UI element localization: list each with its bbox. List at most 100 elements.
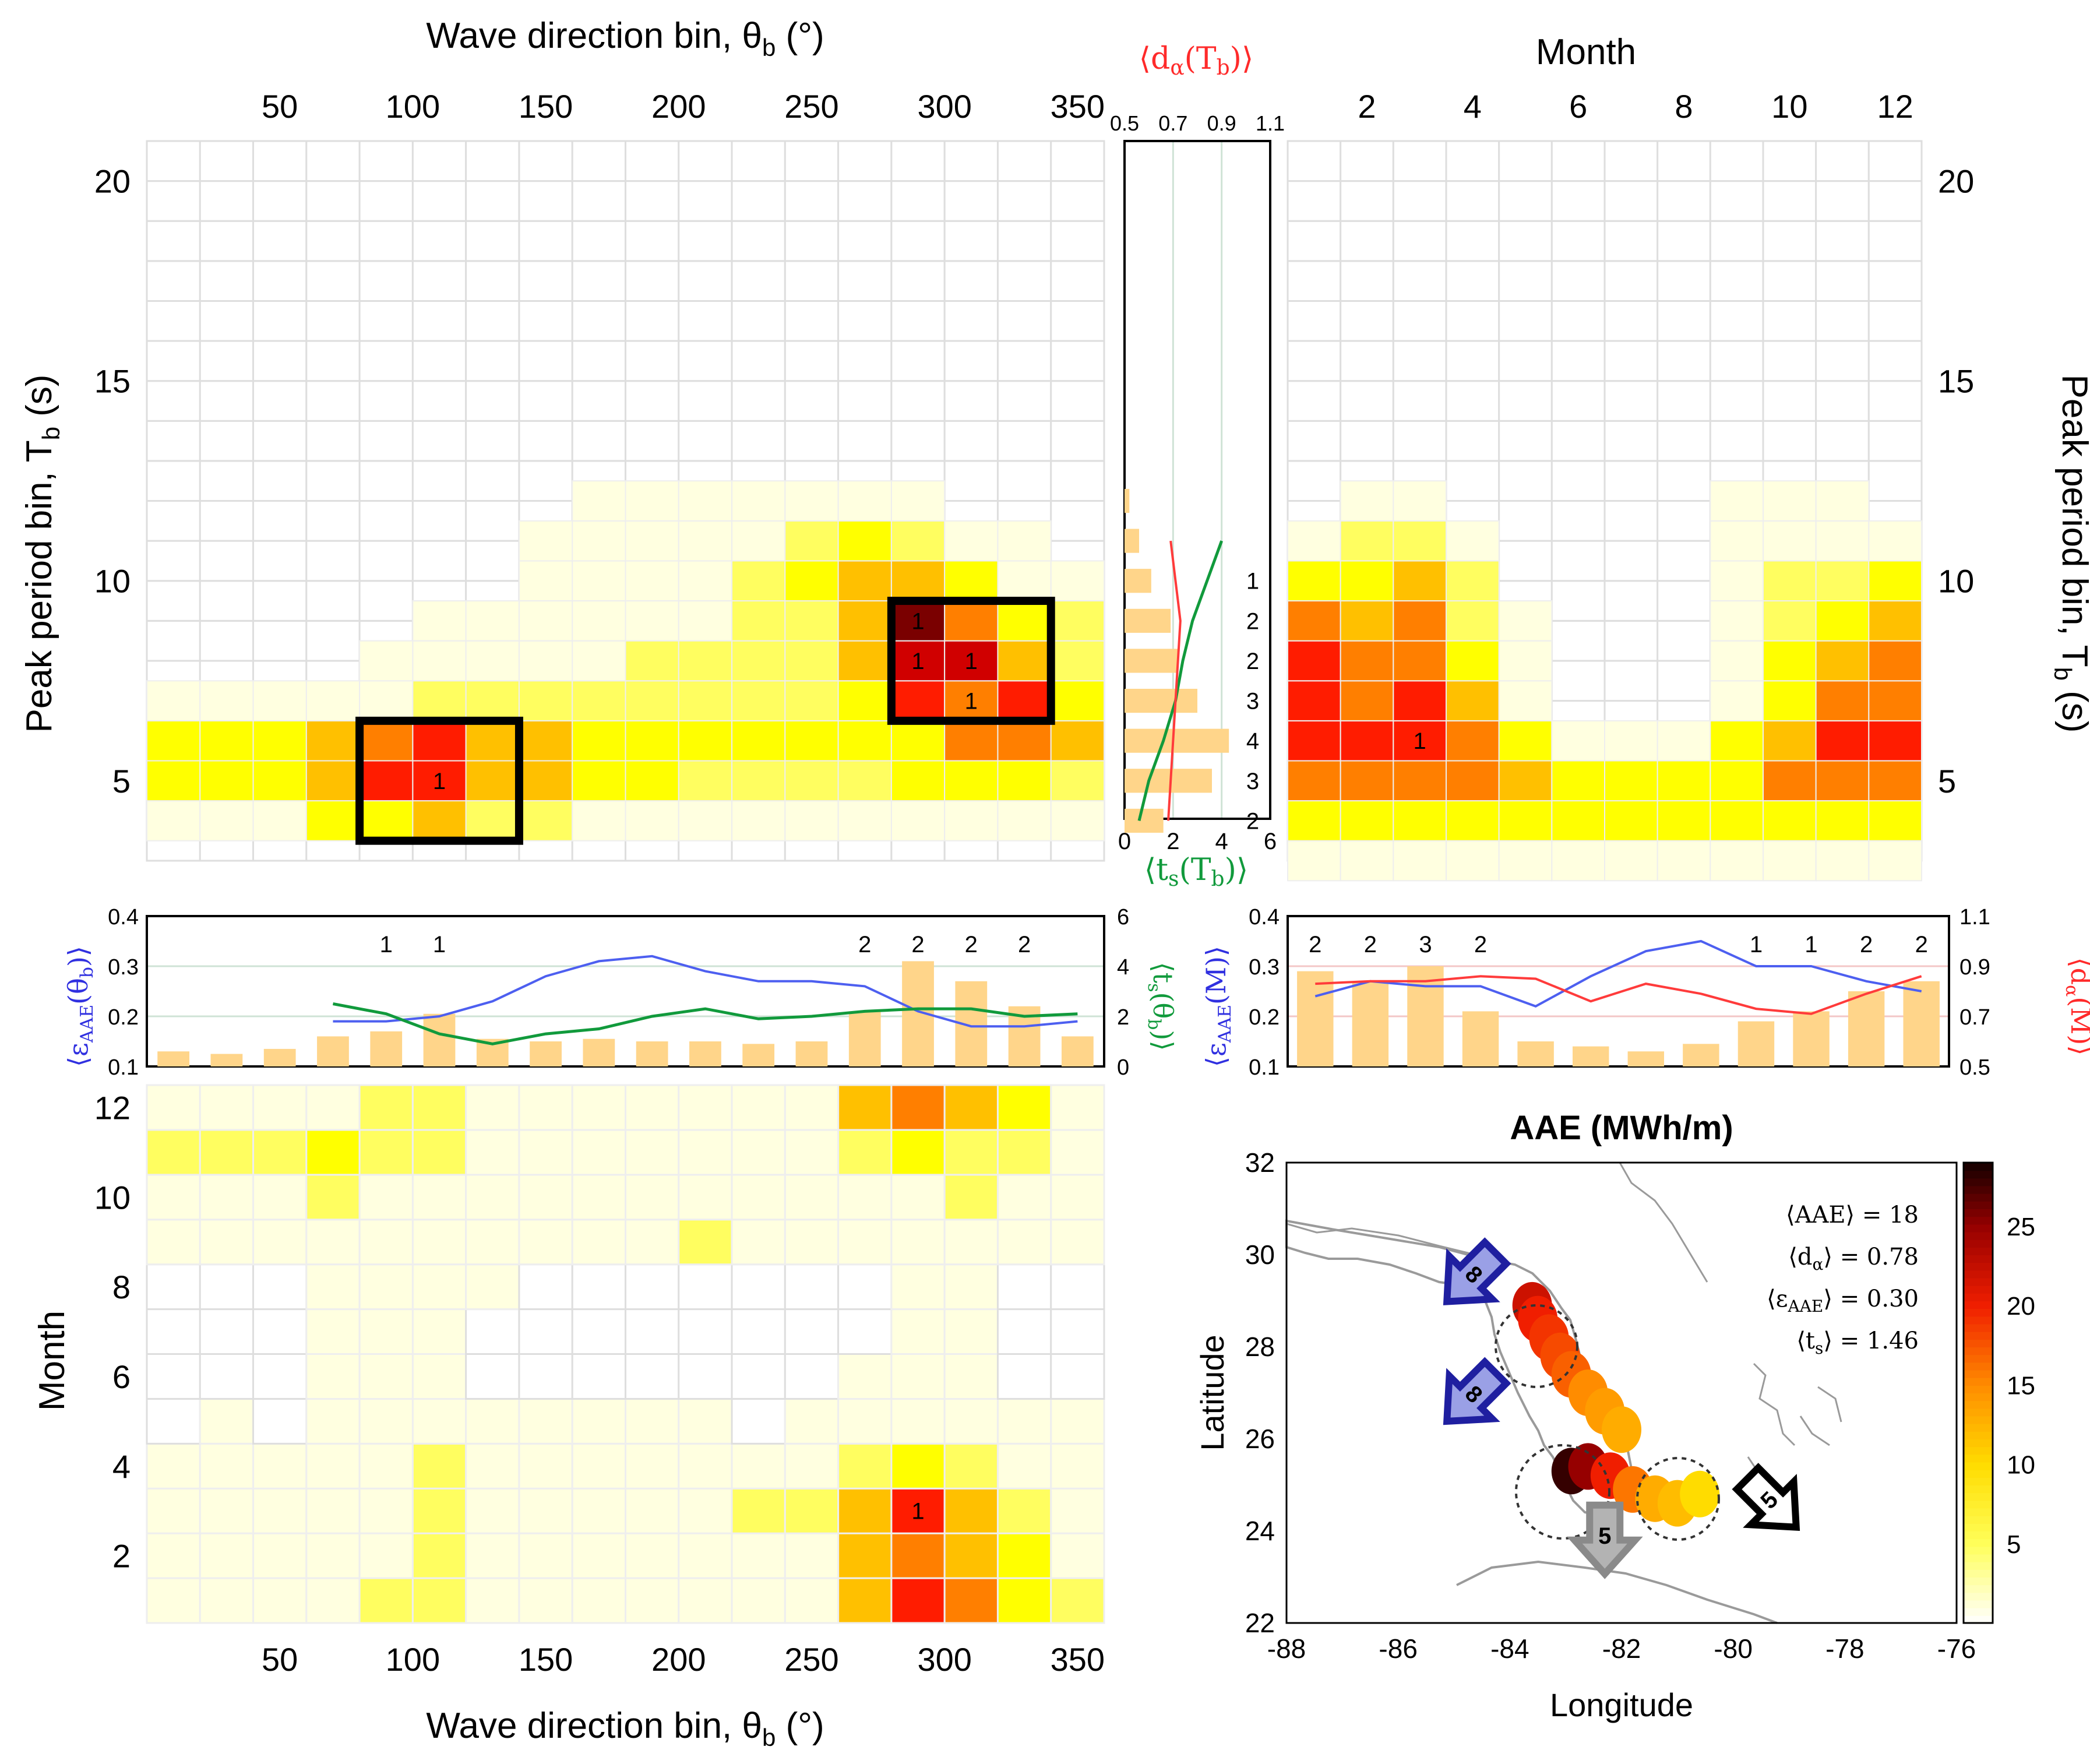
profD-right-title-main: ⟨t <box>1147 962 1179 984</box>
colorbar-segment <box>1964 1569 1993 1578</box>
empty-cell <box>252 460 308 502</box>
empty-cell <box>996 460 1052 502</box>
empty-cell <box>252 500 308 542</box>
empty-cell <box>358 540 414 582</box>
heatmap-cell <box>1763 480 1817 522</box>
heatmap-cell <box>997 680 1052 721</box>
x-tick-label: 6 <box>1569 88 1587 125</box>
empty-cell <box>358 260 414 302</box>
heatmap-cell <box>518 1487 573 1534</box>
right-tick-label: 0.9 <box>1959 955 1990 980</box>
heatmap-cell <box>305 1129 361 1176</box>
heatmap-cell <box>305 1577 361 1624</box>
heatmap-cell <box>1340 760 1394 802</box>
empty-cell <box>1550 420 1606 462</box>
heatmap-cell <box>252 760 307 802</box>
heatF-y-title: Month <box>32 1311 72 1411</box>
month-profile: 0.1 0.2 0.3 0.4 0.5 0.7 0.9 1.1 2 2 3 2 1 1 2 2 <box>1249 905 1990 1080</box>
heatmap-cell <box>199 1174 255 1221</box>
empty-cell <box>996 220 1052 262</box>
heatmap-cell <box>146 1219 201 1266</box>
empty-cell <box>678 140 733 182</box>
heatmap-cell <box>412 680 467 721</box>
heatmap-cell <box>890 1174 946 1221</box>
heatmap-cell <box>252 720 307 762</box>
heatmap-cell <box>572 480 626 522</box>
empty-cell <box>199 500 255 542</box>
heatmap-cell <box>411 1084 467 1131</box>
heatmap-cell <box>465 1532 520 1579</box>
empty-cell <box>518 140 573 182</box>
region-circles <box>1495 1304 1720 1541</box>
heatmap-cell <box>146 680 201 721</box>
heatmap-cell <box>305 1442 361 1490</box>
heatmap-cell <box>146 1174 201 1221</box>
heatmap-cell <box>1446 680 1500 721</box>
heatmap-cell <box>890 1308 946 1355</box>
empty-cell <box>1762 300 1817 342</box>
empty-cell <box>890 340 946 382</box>
right-tick-label: 1.1 <box>1959 905 1990 929</box>
y-tick-label: 10 <box>94 563 131 600</box>
heatmap-cell <box>784 1129 840 1176</box>
heatmap-cell <box>465 1397 520 1445</box>
heatmap-cell <box>837 1084 893 1131</box>
empty-cell <box>1603 260 1659 302</box>
heatmap-cell <box>1498 800 1553 841</box>
heatmap-cell <box>678 680 733 721</box>
empty-cell <box>1709 340 1764 382</box>
heatmap-cell <box>997 640 1052 682</box>
row-count-labels: 2 3 4 3 2 2 1 <box>1246 569 1259 835</box>
x-tick-label: -82 <box>1602 1633 1641 1664</box>
x-tick-label: 250 <box>784 1641 838 1678</box>
heatmap-cell <box>518 720 573 762</box>
empty-cell <box>358 580 414 622</box>
heatmap-cell <box>731 480 786 522</box>
heatmap-cell <box>465 1174 520 1221</box>
heatmap-cell <box>358 1487 414 1534</box>
empty-cell <box>1657 540 1711 582</box>
heatmap-cell <box>1393 800 1447 841</box>
profB-bottom-title-main: ⟨t <box>1144 853 1168 888</box>
heatmap-cell <box>943 1397 999 1445</box>
heatmap-cell <box>625 1487 680 1534</box>
heatmap-cell <box>1393 720 1447 762</box>
empty-cell <box>996 140 1052 182</box>
empty-cell <box>1815 140 1870 182</box>
empty-cell <box>1445 380 1500 422</box>
empty-cell <box>1657 220 1711 262</box>
colorbar-segment <box>1964 1293 1993 1301</box>
empty-cell <box>678 300 733 342</box>
heatmap-cell <box>837 1263 893 1311</box>
empty-cell <box>305 140 361 182</box>
heatmap-cell <box>996 1219 1052 1266</box>
heatmap-cell <box>678 1129 733 1176</box>
empty-cell <box>305 260 361 302</box>
heatmap-cell <box>1657 760 1711 802</box>
heatmap-cell <box>305 1532 361 1579</box>
colorbar-segment <box>1964 1247 1993 1255</box>
empty-cell <box>1050 340 1105 382</box>
right-tick-label: 0.5 <box>1959 1055 1990 1080</box>
profile-bar <box>317 1036 349 1066</box>
heatmap-cell <box>1868 800 1922 841</box>
profile-bar <box>423 1013 456 1066</box>
empty-cell <box>890 300 946 342</box>
empty-cell <box>1815 300 1870 342</box>
top-count-label: 2 <box>1309 932 1321 957</box>
heatmap-cell <box>625 1532 680 1579</box>
empty-cell <box>1867 380 1923 422</box>
wave-direction-arrows: 8 8 5 5 <box>1443 1237 1800 1579</box>
heatmap-cell <box>1498 760 1553 802</box>
x-tick-label: -76 <box>1937 1633 1976 1664</box>
heatmap-cell <box>731 720 786 762</box>
heatmap-cell <box>199 1308 255 1355</box>
heatmap-cell <box>625 1577 680 1624</box>
heatmap-cell <box>944 720 999 762</box>
stat-line: ⟨dα⟩ = 0.78 <box>1788 1244 1919 1274</box>
empty-cell <box>1709 380 1764 422</box>
profD-left-title: ⟨εAAE(θb)⟩ <box>62 946 97 1067</box>
heatmap-cell <box>1710 760 1764 802</box>
profile-bar <box>210 1054 243 1066</box>
empty-cell <box>252 420 308 462</box>
